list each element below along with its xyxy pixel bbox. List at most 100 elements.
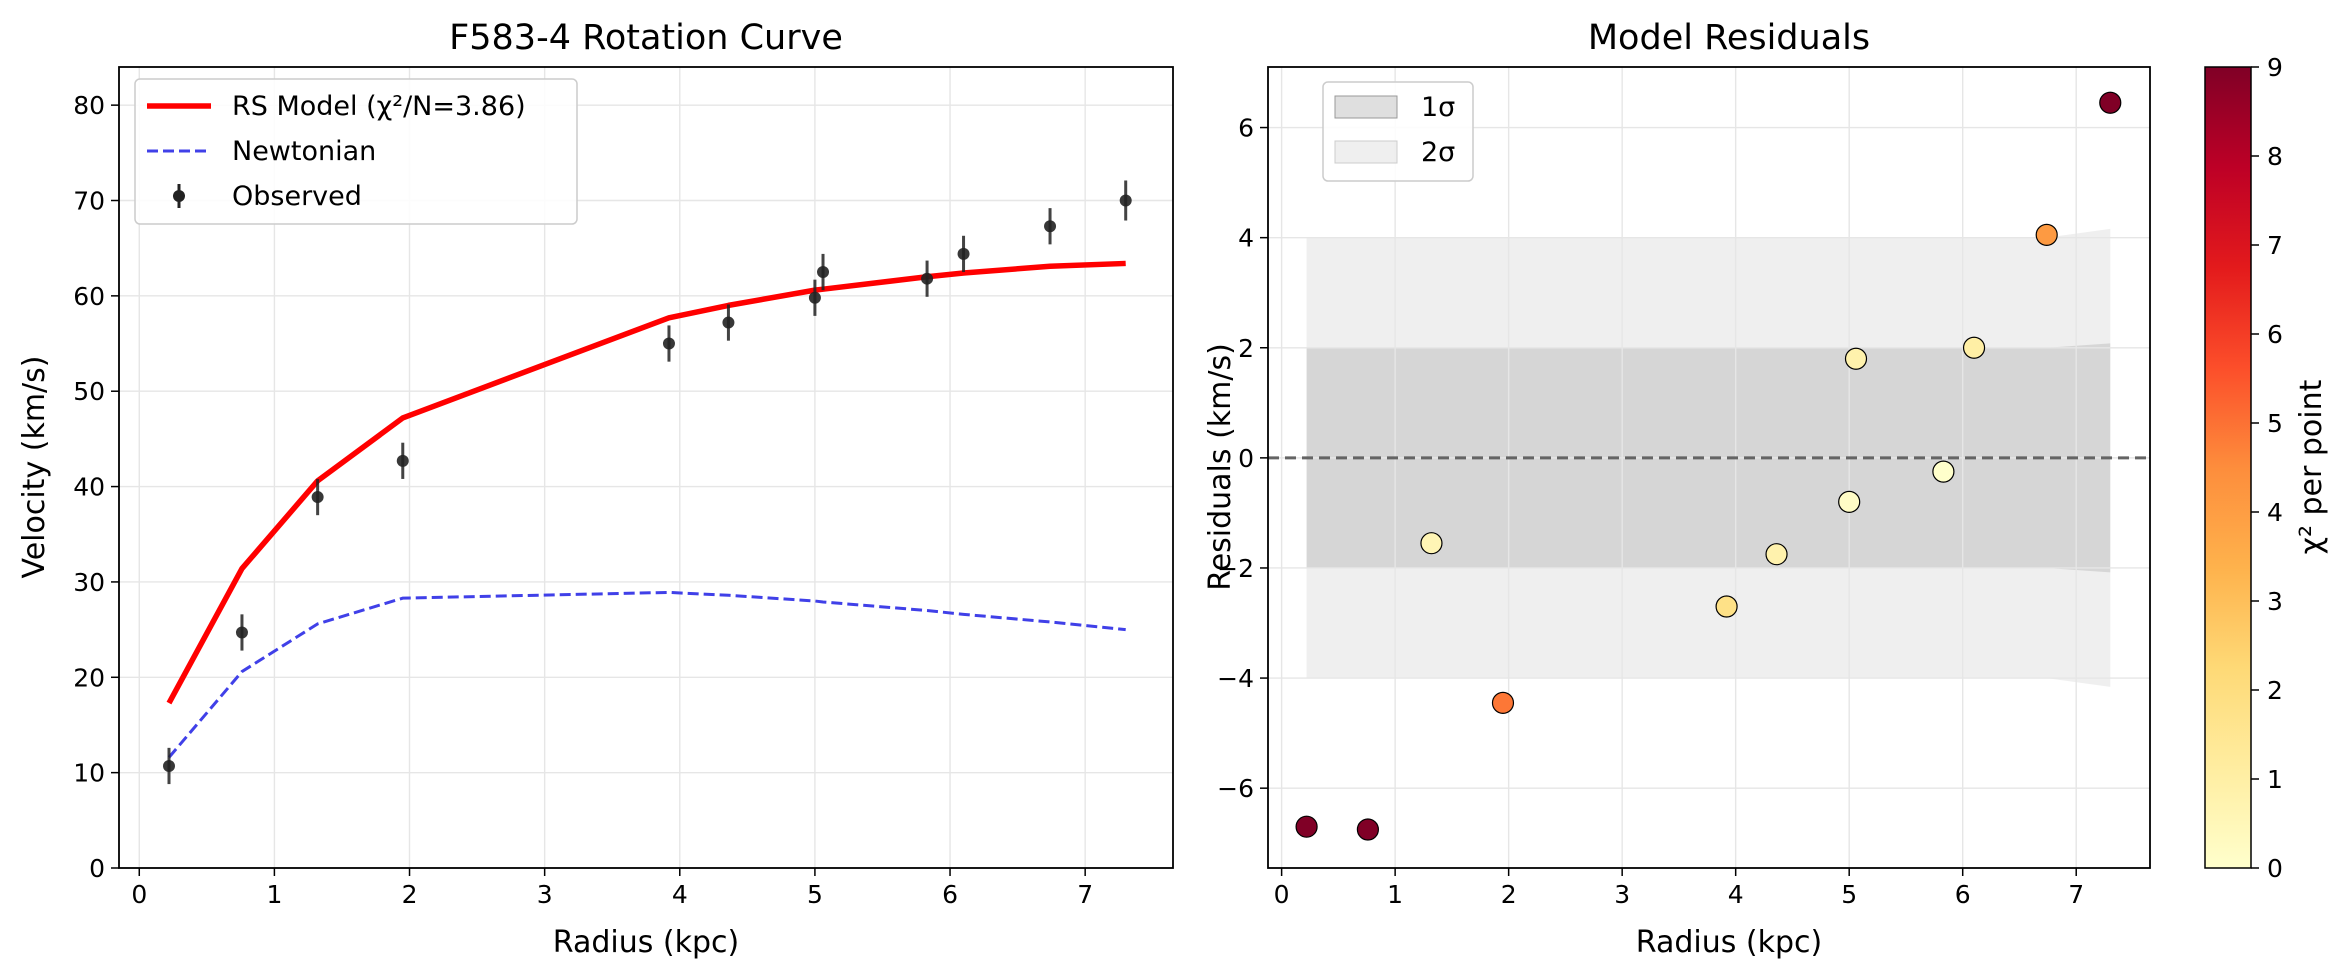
residual-point (2035, 223, 2058, 247)
right-x-axis-label: Radius (kpc) (1636, 925, 1822, 960)
right-y-axis-label: Residuals (km/s) (1203, 343, 1238, 591)
colorbar-tick-layer: 0 1 2 3 4 5 6 7 8 9 (2251, 53, 2283, 883)
legend-label-1sigma: 1σ (1421, 92, 1455, 123)
right-y-tick-label: 6 (1238, 114, 1254, 143)
observed-point (162, 759, 175, 772)
rotation-curve-panel: F583-4 Rotation Curve 0 1 2 3 4 5 6 70102030405… (17, 18, 1174, 960)
right-series-layer (1268, 91, 2150, 841)
right-x-tick-label: 6 (1955, 880, 1971, 909)
left-x-tick-label: 7 (1077, 880, 1093, 909)
residual-point (1844, 347, 1868, 370)
right-y-tick-label: −2 (1217, 554, 1254, 583)
left-y-tick-label: 10 (73, 759, 105, 788)
observed-point (396, 454, 409, 467)
colorbar-tick-label: 5 (2267, 409, 2283, 438)
observed-point (662, 337, 675, 350)
right-y-tick-label: −4 (1217, 664, 1254, 693)
right-x-tick-label: 1 (1387, 880, 1403, 909)
colorbar-tick-label: 1 (2267, 765, 2283, 794)
observed-point (817, 266, 830, 279)
right-x-tick-label: 5 (1841, 880, 1857, 909)
left-x-tick-label: 1 (266, 880, 282, 909)
left-x-axis-label: Radius (kpc) (553, 925, 739, 960)
legend-label-2sigma: 2σ (1421, 137, 1455, 168)
left-y-tick-label: 0 (89, 854, 105, 883)
right-grid (1268, 67, 2150, 868)
residual-point (1420, 532, 1443, 555)
left-y-tick-label: 60 (73, 282, 105, 311)
right-x-tick-label: 7 (2068, 880, 2084, 909)
right-axes-frame (1267, 66, 2151, 869)
colorbar-tick-label: 4 (2267, 498, 2283, 527)
left-x-tick-label: 0 (131, 880, 147, 909)
colorbar-tick-label: 2 (2267, 676, 2283, 705)
residual-point (1715, 595, 1738, 618)
left-series-layer (162, 180, 1132, 785)
colorbar-tick-label: 3 (2267, 587, 2283, 616)
chi2-colorbar: 0 1 2 3 4 5 6 7 8 9 χ² per point (2204, 53, 2329, 883)
left-x-tick-label: 2 (402, 880, 418, 909)
newtonian-line (167, 590, 1126, 759)
legend-label-newtonian: Newtonian (232, 136, 376, 167)
residual-point (1962, 336, 1986, 359)
left-x-tick-label: 6 (942, 880, 958, 909)
right-tick-layer: 0 1 2 3 4 5 6 7 −6 −4 −2 0 2 4 6 (1217, 114, 2084, 909)
residual-point (1295, 815, 1318, 838)
rs-model-line (166, 260, 1126, 705)
residual-point (1356, 818, 1379, 841)
left-y-tick-label: 80 (73, 91, 105, 120)
legend-label-observed: Observed (232, 181, 362, 212)
left-y-tick-label: 50 (73, 377, 105, 406)
legend-label-rs-model: RS Model (χ²/N=3.86) (232, 91, 526, 122)
left-x-tick-label: 5 (807, 880, 823, 909)
left-y-tick-label: 40 (73, 473, 105, 502)
residual-point (1765, 543, 1788, 566)
observed-point (921, 272, 934, 285)
left-legend-box (134, 78, 578, 225)
legend-swatch-2sigma (1334, 140, 1398, 164)
residual-point (1838, 490, 1861, 514)
residual-point (2099, 91, 2122, 114)
right-chart-title: Model Residuals (1588, 18, 1870, 58)
legend-swatch-observed-marker (173, 190, 185, 202)
colorbar-gradient (2204, 66, 2252, 869)
residuals-panel: Model Residuals 0 1 2 3 4 5 6 7 −6 −4 −2 0 2 4 6 Radiu… (1203, 18, 2151, 960)
observed-point (1119, 194, 1132, 207)
right-y-tick-label: 4 (1238, 224, 1254, 253)
left-axes-frame (118, 66, 1174, 869)
observed-point (808, 291, 821, 304)
right-x-tick-label: 3 (1614, 880, 1630, 909)
observed-point (311, 491, 324, 504)
colorbar-tick-label: 9 (2267, 53, 2283, 82)
left-y-tick-label: 30 (73, 568, 105, 597)
right-y-tick-label: 2 (1238, 334, 1254, 363)
right-legend: 1σ 2σ (1322, 81, 1474, 182)
left-chart-title: F583-4 Rotation Curve (449, 18, 843, 58)
right-x-tick-label: 4 (1728, 880, 1744, 909)
observed-point (1044, 220, 1057, 233)
residual-point (1932, 460, 1955, 483)
legend-swatch-1sigma (1334, 95, 1398, 119)
left-x-tick-label: 4 (672, 880, 688, 909)
right-x-tick-label: 2 (1501, 880, 1517, 909)
colorbar-tick-label: 8 (2267, 142, 2283, 171)
colorbar-tick-label: 6 (2267, 320, 2283, 349)
residual-point (1491, 691, 1515, 714)
left-grid (119, 67, 1173, 869)
observed-point (957, 247, 970, 260)
left-y-tick-label: 20 (73, 663, 105, 692)
right-y-tick-label: −6 (1217, 774, 1254, 803)
left-y-axis-label: Velocity (km/s) (17, 356, 52, 579)
observed-point (722, 316, 735, 329)
colorbar-tick-label: 7 (2267, 231, 2283, 260)
right-legend-box (1322, 81, 1474, 182)
left-x-tick-label: 3 (537, 880, 553, 909)
colorbar-label: χ² per point (2294, 379, 2329, 554)
right-y-tick-label: 0 (1238, 444, 1254, 473)
observed-point (235, 626, 248, 639)
left-y-tick-label: 70 (73, 187, 105, 216)
colorbar-tick-label: 0 (2267, 854, 2283, 883)
left-legend: RS Model (χ²/N=3.86) Newtonian Observed (134, 78, 578, 225)
